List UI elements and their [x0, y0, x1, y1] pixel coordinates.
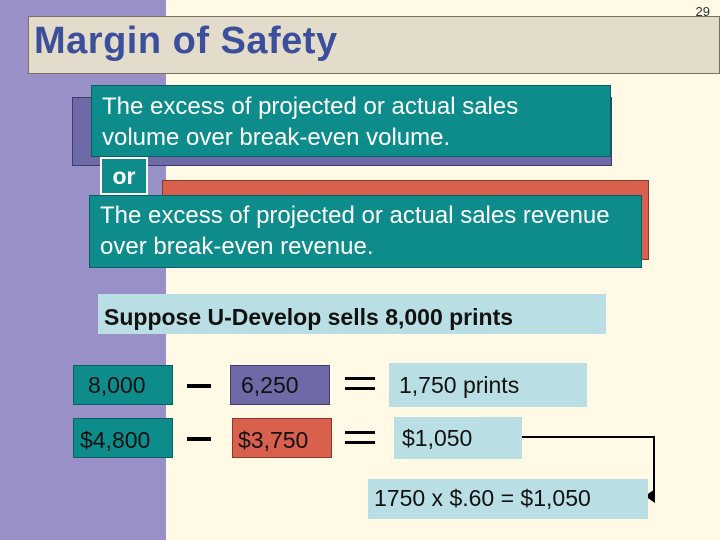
units-breakeven-value: 6,250	[241, 372, 299, 398]
dollars-sales-value: $4,800	[80, 427, 151, 453]
connector-line	[653, 436, 655, 496]
units-sales-box: 8,000	[73, 365, 173, 405]
dollars-breakeven-value: $3,750	[238, 427, 309, 453]
volume-definition-text: The excess of projected or actual sales …	[102, 93, 519, 151]
dollars-sales-box: $4,800	[73, 418, 173, 458]
revenue-definition-text: The excess of projected or actual sales …	[100, 202, 610, 260]
equals-sign-top	[345, 377, 375, 380]
dollars-breakeven-box: $3,750	[232, 418, 332, 458]
calculation-box: 1750 x $.60 = $1,050	[368, 479, 648, 519]
revenue-definition-box: The excess of projected or actual sales …	[89, 195, 642, 268]
slide-title: Margin of Safety	[34, 20, 338, 62]
page-number: 29	[695, 4, 710, 19]
example-heading-box	[98, 294, 606, 334]
minus-sign	[187, 384, 211, 388]
connector-line	[522, 436, 655, 438]
equals-sign-bottom	[345, 441, 375, 444]
volume-definition-box: The excess of projected or actual sales …	[91, 85, 611, 157]
units-sales-value: 8,000	[88, 372, 146, 398]
dollars-margin-box: $1,050	[394, 417, 522, 459]
units-margin-value: 1,750 prints	[399, 372, 520, 398]
equals-sign-bottom	[345, 387, 375, 390]
arrow-left-icon	[645, 489, 655, 503]
units-breakeven-box: 6,250	[230, 365, 330, 405]
title-bar	[28, 16, 720, 74]
example-heading: Suppose U-Develop sells 8,000 prints	[104, 304, 514, 330]
calculation-text: 1750 x $.60 = $1,050	[374, 485, 591, 511]
or-label: or	[100, 157, 148, 195]
dollars-margin-value: $1,050	[402, 425, 473, 451]
left-decorative-bar	[0, 0, 166, 540]
minus-sign	[187, 437, 211, 441]
units-margin-box: 1,750 prints	[389, 363, 587, 407]
equals-sign-top	[345, 431, 375, 434]
